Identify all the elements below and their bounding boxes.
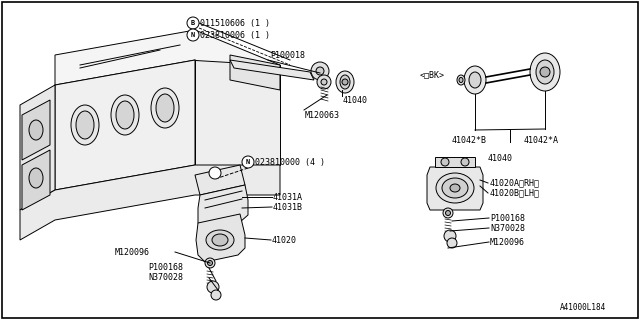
Circle shape	[205, 258, 215, 268]
Polygon shape	[55, 60, 195, 190]
Circle shape	[540, 67, 550, 77]
Circle shape	[242, 156, 254, 168]
Ellipse shape	[536, 60, 554, 84]
Circle shape	[187, 29, 199, 41]
Text: P100168: P100168	[490, 213, 525, 222]
Text: 023810000 (4 ): 023810000 (4 )	[255, 157, 325, 166]
Ellipse shape	[442, 178, 468, 198]
Circle shape	[317, 75, 331, 89]
Ellipse shape	[206, 230, 234, 250]
Text: 41040: 41040	[343, 95, 368, 105]
Polygon shape	[427, 167, 483, 210]
Ellipse shape	[457, 75, 465, 85]
Ellipse shape	[111, 95, 139, 135]
Ellipse shape	[340, 75, 350, 89]
Text: M120063: M120063	[305, 110, 340, 119]
Text: M120096: M120096	[115, 247, 150, 257]
Circle shape	[443, 208, 453, 218]
Polygon shape	[55, 30, 280, 90]
Circle shape	[209, 167, 221, 179]
Text: 023810006 (1 ): 023810006 (1 )	[200, 30, 270, 39]
Text: 41040: 41040	[488, 154, 513, 163]
Polygon shape	[195, 60, 280, 165]
Circle shape	[461, 158, 469, 166]
Text: 011510606 (1 ): 011510606 (1 )	[200, 19, 270, 28]
Text: <□BK>: <□BK>	[420, 70, 445, 79]
Text: N: N	[246, 159, 250, 165]
Text: 41031B: 41031B	[273, 203, 303, 212]
Circle shape	[444, 230, 456, 242]
Text: M120096: M120096	[490, 237, 525, 246]
Polygon shape	[198, 185, 248, 230]
Circle shape	[342, 79, 348, 85]
Text: N370028: N370028	[490, 223, 525, 233]
Ellipse shape	[530, 53, 560, 91]
Ellipse shape	[212, 234, 228, 246]
Ellipse shape	[336, 71, 354, 93]
Text: 41020B〈LH〉: 41020B〈LH〉	[490, 188, 540, 197]
Ellipse shape	[29, 168, 43, 188]
Polygon shape	[195, 165, 245, 195]
Ellipse shape	[71, 105, 99, 145]
Text: 41042*A: 41042*A	[524, 135, 559, 145]
Polygon shape	[22, 100, 50, 160]
Circle shape	[441, 158, 449, 166]
Ellipse shape	[436, 173, 474, 203]
Circle shape	[321, 79, 327, 85]
Circle shape	[211, 290, 221, 300]
Text: A41000L184: A41000L184	[560, 303, 606, 313]
Circle shape	[311, 62, 329, 80]
Ellipse shape	[459, 77, 463, 83]
Ellipse shape	[151, 88, 179, 128]
Polygon shape	[230, 60, 314, 80]
Ellipse shape	[29, 120, 43, 140]
Ellipse shape	[156, 94, 174, 122]
Text: P100168: P100168	[148, 263, 183, 273]
Polygon shape	[435, 157, 475, 167]
Text: 41020A〈RH〉: 41020A〈RH〉	[490, 179, 540, 188]
Circle shape	[207, 260, 212, 266]
Circle shape	[316, 67, 324, 75]
Text: P100018: P100018	[270, 51, 305, 60]
Ellipse shape	[464, 66, 486, 94]
Circle shape	[187, 17, 199, 29]
Text: B: B	[191, 20, 195, 26]
Circle shape	[445, 211, 451, 215]
Text: 41042*B: 41042*B	[452, 135, 487, 145]
Ellipse shape	[76, 111, 94, 139]
Text: 41020: 41020	[272, 236, 297, 244]
Polygon shape	[196, 214, 245, 262]
Polygon shape	[20, 165, 280, 240]
Ellipse shape	[450, 184, 460, 192]
Circle shape	[447, 238, 457, 248]
Ellipse shape	[116, 101, 134, 129]
Text: 41031A: 41031A	[273, 193, 303, 202]
Circle shape	[207, 281, 219, 293]
Polygon shape	[20, 85, 55, 210]
Text: N370028: N370028	[148, 274, 183, 283]
Text: N: N	[191, 32, 195, 38]
Polygon shape	[22, 150, 50, 210]
Polygon shape	[230, 55, 280, 90]
Ellipse shape	[469, 72, 481, 88]
